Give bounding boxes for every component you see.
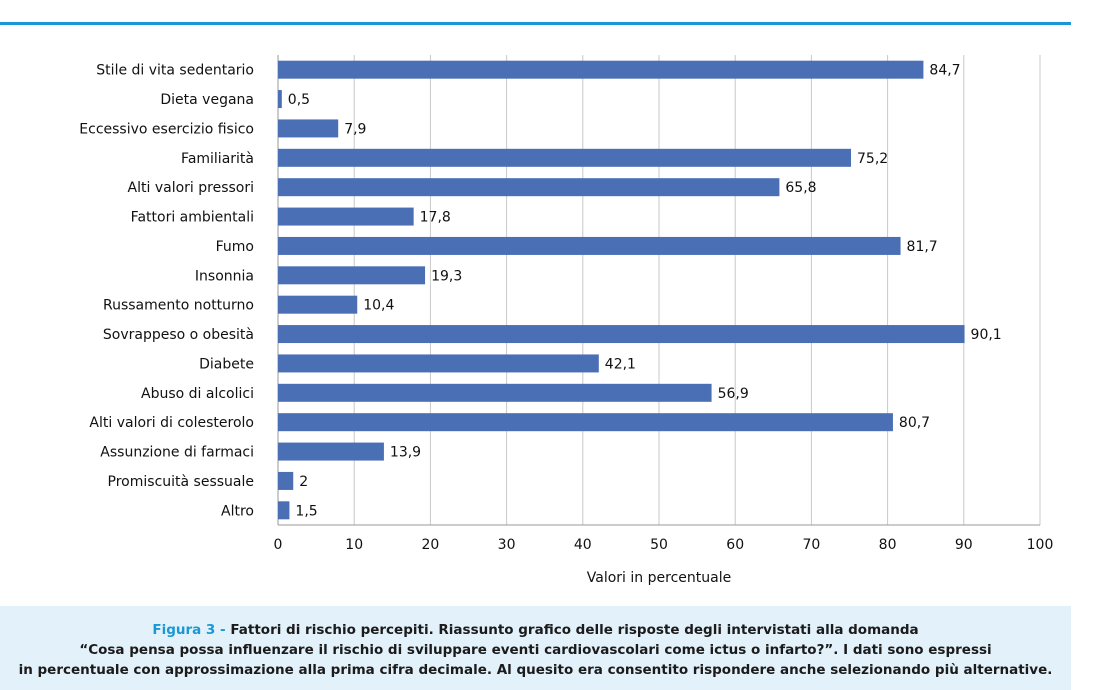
x-tick-label-8: 80	[879, 537, 897, 553]
category-label-3: Familiarità	[181, 151, 254, 167]
category-label-7: Insonnia	[195, 268, 254, 284]
x-tick-label-4: 40	[574, 537, 592, 553]
value-label-7: 19,3	[431, 268, 462, 284]
value-label-3: 75,2	[857, 151, 888, 167]
value-label-14: 2	[299, 474, 308, 490]
x-tick-label-7: 70	[802, 537, 820, 553]
bar-6	[278, 236, 901, 255]
category-label-12: Alti valori di colesterolo	[89, 415, 254, 431]
category-label-15: Altro	[221, 503, 254, 519]
bar-11	[278, 383, 712, 402]
chart-svg: Stile di vita sedentario 84,7 Dieta vegana…	[79, 55, 1054, 586]
bar-1	[278, 90, 282, 109]
category-label-2: Eccessivo esercizio fisico	[79, 121, 254, 137]
bar-10	[278, 354, 599, 373]
category-label-5: Fattori ambientali	[131, 210, 254, 226]
value-label-4: 65,8	[785, 180, 816, 196]
bar-4	[278, 178, 780, 197]
category-label-1: Dieta vegana	[160, 92, 254, 108]
x-tick-label-0: 0	[274, 537, 283, 553]
category-label-10: Diabete	[199, 356, 254, 372]
category-label-14: Promiscuità sessuale	[108, 474, 254, 490]
category-label-4: Alti valori pressori	[128, 180, 254, 196]
value-label-6: 81,7	[907, 239, 938, 255]
x-tick-label-3: 30	[498, 537, 516, 553]
bar-2	[278, 119, 339, 138]
bar-15	[278, 501, 290, 520]
x-tick-label-9: 90	[955, 537, 973, 553]
bar-14	[278, 471, 294, 490]
value-label-12: 80,7	[899, 415, 930, 431]
bar-0	[278, 60, 924, 79]
caption-figure-label: Figura 3 -	[152, 622, 226, 638]
category-label-0: Stile di vita sedentario	[96, 63, 254, 79]
value-label-11: 56,9	[718, 386, 749, 402]
value-label-5: 17,8	[420, 210, 451, 226]
x-tick-label-1: 10	[345, 537, 363, 553]
bar-7	[278, 266, 426, 285]
caption-line-1: Figura 3 - Fattori di rischio percepiti.…	[0, 620, 1071, 640]
value-label-2: 7,9	[344, 121, 366, 137]
value-label-0: 84,7	[929, 63, 960, 79]
bar-13	[278, 442, 384, 461]
value-label-8: 10,4	[363, 298, 394, 314]
value-label-9: 90,1	[971, 327, 1002, 343]
caption-text-1: Fattori di rischio percepiti. Riassunto …	[230, 622, 919, 638]
category-label-9: Sovrappeso o obesità	[103, 327, 254, 343]
x-tick-label-6: 60	[726, 537, 744, 553]
bar-9	[278, 325, 965, 344]
bar-8	[278, 295, 358, 314]
x-tick-label-10: 100	[1027, 537, 1054, 553]
bar-5	[278, 207, 414, 226]
category-label-6: Fumo	[216, 239, 254, 255]
figure-caption: Figura 3 - Fattori di rischio percepiti.…	[0, 606, 1071, 690]
value-label-10: 42,1	[605, 356, 636, 372]
value-label-15: 1,5	[295, 503, 317, 519]
caption-line-3: in percentuale con approssimazione alla …	[18, 662, 1053, 678]
category-label-8: Russamento notturno	[103, 298, 254, 314]
value-label-13: 13,9	[390, 445, 421, 461]
caption-line-2: “Cosa pensa possa influenzare il rischio…	[79, 642, 992, 658]
x-axis-title: Valori in percentuale	[587, 570, 731, 586]
bar-3	[278, 148, 852, 167]
bar-12	[278, 413, 893, 432]
category-label-11: Abuso di alcolici	[141, 386, 254, 402]
category-label-13: Assunzione di farmaci	[100, 445, 254, 461]
value-label-1: 0,5	[288, 92, 310, 108]
x-tick-label-5: 50	[650, 537, 668, 553]
top-rule	[0, 22, 1071, 25]
bar-chart: Stile di vita sedentario 84,7 Dieta vegana…	[0, 40, 1100, 600]
x-tick-label-2: 20	[421, 537, 439, 553]
